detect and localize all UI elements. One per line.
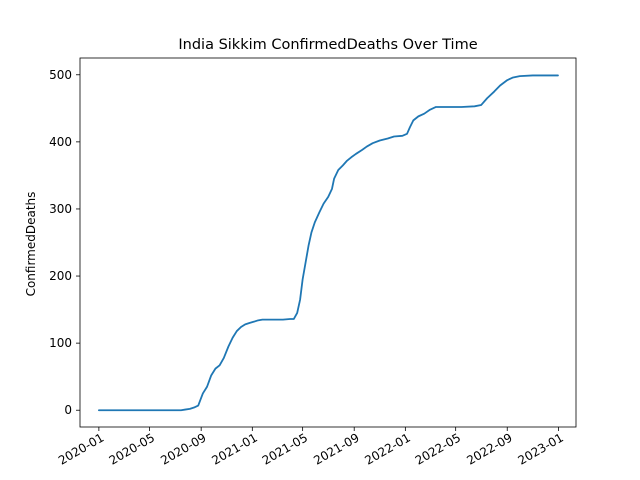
x-tick-label: 2022-01 <box>362 430 412 467</box>
plot-frame <box>79 57 577 428</box>
y-tick-label: 200 <box>49 269 72 283</box>
axis-ticks: 2020-01 2020-05 2020-09 2021-01 2021-05 2021-… <box>49 68 566 468</box>
y-tick-label: 300 <box>49 202 72 216</box>
x-tick-label: 2020-09 <box>158 430 208 467</box>
x-tick-label: 2023-01 <box>515 430 565 467</box>
x-tick-label: 2021-09 <box>311 430 361 467</box>
x-tick-label: 2021-01 <box>209 430 259 467</box>
y-axis-label: ConfirmedDeaths <box>24 192 38 297</box>
x-tick-label: 2020-05 <box>107 430 157 467</box>
x-tick-label: 2022-05 <box>413 430 463 467</box>
y-tick-label: 500 <box>49 68 72 82</box>
y-tick-label: 100 <box>49 336 72 350</box>
x-tick-label: 2020-01 <box>56 430 106 467</box>
series-line <box>97 74 559 412</box>
y-tick-label: 0 <box>64 403 72 417</box>
y-tick-label: 400 <box>49 135 72 149</box>
x-tick-label: 2021-05 <box>260 430 310 467</box>
chart-title: India Sikkim ConfirmedDeaths Over Time <box>178 37 477 53</box>
x-tick-label: 2022-09 <box>464 430 514 467</box>
